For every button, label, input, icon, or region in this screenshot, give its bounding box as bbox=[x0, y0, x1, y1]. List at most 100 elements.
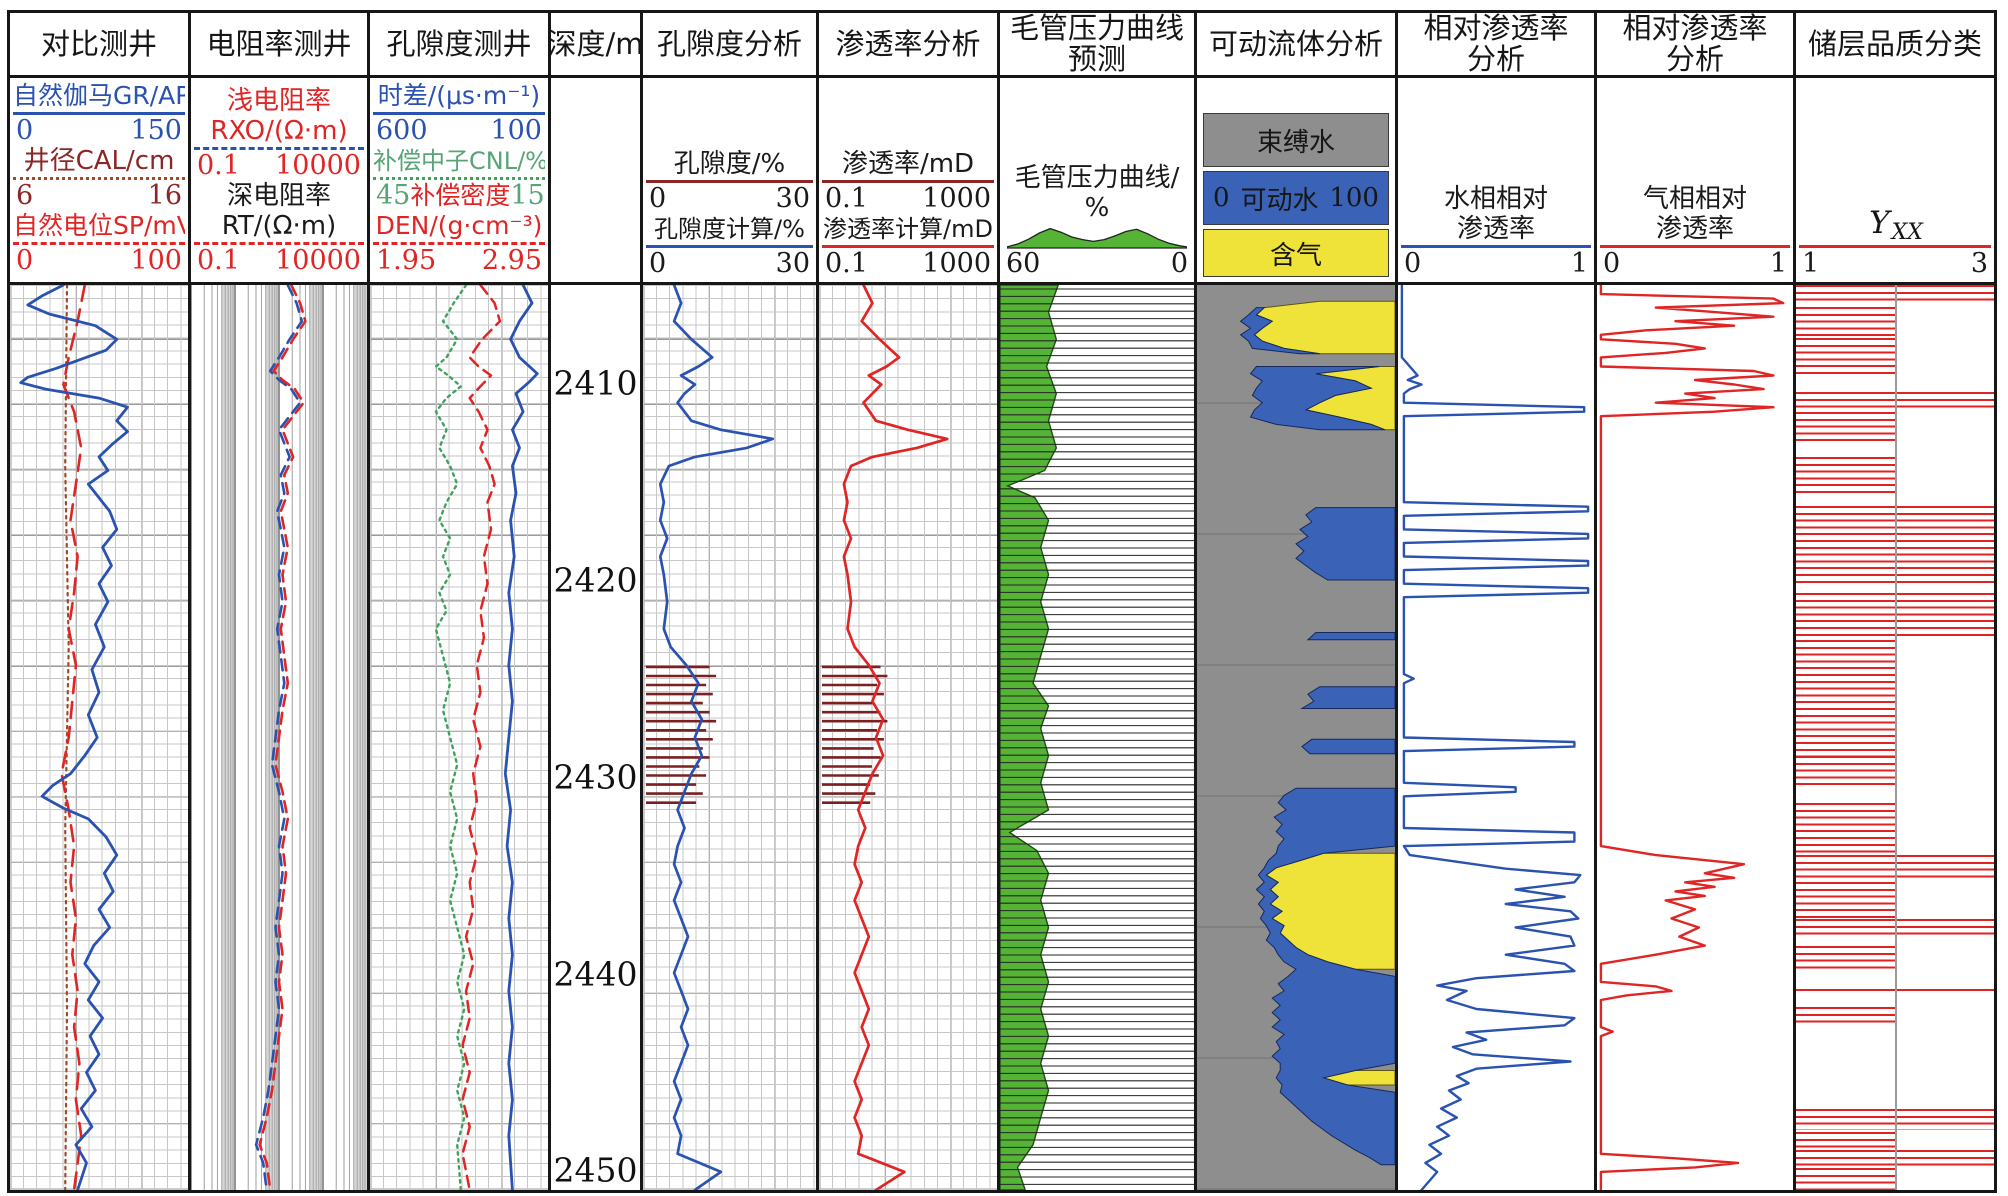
scale-rule bbox=[373, 177, 545, 180]
track-curves-svg bbox=[646, 285, 775, 1190]
title-line: 相对渗透率 bbox=[1622, 11, 1768, 45]
scale-rule bbox=[1600, 245, 1790, 248]
track-header-porosity-logs: 时差/(μs·m⁻¹) 600 100 补偿中子CNL/% 45 补偿密度 15 DEN/(g… bbox=[370, 78, 548, 282]
scale-numbers: 0 100 bbox=[13, 246, 185, 276]
title-line: 预测 bbox=[1067, 42, 1126, 76]
scale-max: 2.95 bbox=[481, 245, 542, 276]
scale-numbers: 0 30 bbox=[646, 184, 813, 214]
title-row: 对比测井 电阻率测井 孔隙度测井 深度/m 孔隙度分析 渗透率分析 毛管压力曲线 预测 可动流体… bbox=[10, 13, 1994, 75]
quality-band bbox=[1796, 945, 1895, 973]
quality-band bbox=[1796, 456, 1895, 495]
track-plot-resistivity bbox=[191, 285, 367, 1190]
y-main: Y bbox=[1869, 206, 1890, 241]
curve-label: 渗透率 bbox=[1456, 214, 1535, 244]
curve-label: 渗透率计算/mD bbox=[823, 215, 993, 243]
scale-rule bbox=[13, 242, 185, 245]
quality-band bbox=[1796, 755, 1895, 790]
track-title-depth: 深度/m bbox=[547, 13, 644, 75]
title-line: 孔隙度分析 bbox=[656, 26, 802, 61]
track-title-perm-analysis: 渗透率分析 bbox=[819, 13, 997, 75]
curve-label: 水相相对 bbox=[1443, 184, 1548, 214]
track-plot-movable-fluid bbox=[1197, 285, 1395, 1190]
track-curves-svg bbox=[1400, 285, 1590, 1190]
scale-max: 1 bbox=[1769, 248, 1787, 279]
track-title-water-relperm: 相对渗透率 分析 bbox=[1398, 13, 1594, 75]
depth-label: 2440 bbox=[553, 954, 638, 994]
scale-max: 3 bbox=[1970, 248, 1988, 279]
quality-band bbox=[1796, 802, 1895, 854]
scale-min: 1.95 bbox=[376, 245, 437, 276]
scale-max: 1 bbox=[1570, 248, 1588, 279]
curve-label: 井径CAL/cm bbox=[23, 146, 175, 176]
curve-label: 自然伽马GR/API bbox=[13, 81, 185, 110]
scale-numbers: 600 100 bbox=[373, 116, 545, 146]
track-header-water-relperm: 水相相对 渗透率 0 1 bbox=[1398, 78, 1594, 282]
track-header-perm-analysis: 渗透率/mD 0.1 1000 渗透率计算/mD 0.1 1000 bbox=[819, 78, 997, 282]
depth-label: 2430 bbox=[553, 757, 638, 797]
title-line: 电阻率测井 bbox=[206, 26, 352, 61]
legend-box: 含气 bbox=[1203, 229, 1389, 277]
quality-band bbox=[1796, 639, 1895, 756]
scale-max: 150 bbox=[130, 115, 182, 146]
scale-min: 0.1 bbox=[825, 248, 868, 279]
scale-min: 0 bbox=[1404, 248, 1422, 279]
plot-row: 2410 2420 2430 2440 2450 bbox=[10, 285, 1994, 1190]
scale-max: 100 bbox=[130, 245, 182, 276]
scale-min: 600 bbox=[376, 115, 428, 146]
title-line: 分析 bbox=[1665, 42, 1724, 76]
legend-box: 束缚水 bbox=[1203, 113, 1389, 167]
well-log-figure: 对比测井 电阻率测井 孔隙度测井 深度/m 孔隙度分析 渗透率分析 毛管压力曲线 预测 可动流体… bbox=[7, 10, 1997, 1193]
scale-numbers: 0.1 10000 bbox=[194, 151, 364, 181]
track-curves-svg bbox=[1599, 285, 1785, 1190]
curve-label: % bbox=[1084, 193, 1110, 223]
scale-min: 0.1 bbox=[825, 183, 868, 214]
quality-band bbox=[1796, 411, 1895, 444]
title-line: 可动流体分析 bbox=[1208, 26, 1383, 61]
track-curves-svg bbox=[1239, 300, 1395, 1166]
curve-label: 自然电位SP/mV bbox=[13, 211, 185, 240]
quality-band bbox=[1796, 1168, 1895, 1190]
header-spacer bbox=[1200, 81, 1392, 111]
header-row: 自然伽马GR/API 0 150 井径CAL/cm 6 16 自然电位SP/mV 0 100 浅电… bbox=[10, 78, 1994, 282]
scale-max: 16 bbox=[147, 180, 182, 211]
track-header-compare: 自然伽马GR/API 0 150 井径CAL/cm 6 16 自然电位SP/mV 0 100 bbox=[10, 78, 188, 282]
scale-rule bbox=[373, 112, 545, 115]
scale-rule bbox=[822, 245, 994, 248]
scale-numbers: 1.95 2.95 bbox=[373, 246, 545, 276]
mid-label: 补偿密度 bbox=[410, 181, 511, 210]
scale-max: 30 bbox=[775, 183, 810, 214]
curve-label: 渗透率/mD bbox=[841, 149, 975, 179]
track-title-movable-fluid: 可动流体分析 bbox=[1197, 13, 1395, 75]
scale-min: 0 bbox=[16, 115, 34, 146]
track-plot-depth: 2410 2420 2430 2440 2450 bbox=[551, 285, 640, 1190]
scale-numbers: 0.1 1000 bbox=[822, 249, 994, 279]
track-title-resistivity: 电阻率测井 bbox=[191, 13, 367, 75]
scale-min: 0 bbox=[1603, 248, 1621, 279]
track-curves-svg bbox=[822, 285, 949, 1190]
track-header-capillary: 毛管压力曲线/% 60 0 bbox=[1000, 78, 1194, 282]
legend-box: 0 可动水 100 bbox=[1203, 171, 1389, 225]
scale-rule bbox=[646, 180, 813, 183]
title-line: 储层品质分类 bbox=[1807, 26, 1982, 61]
scale-min: 1 bbox=[1802, 248, 1820, 279]
track-title-capillary: 毛管压力曲线 预测 bbox=[1000, 13, 1194, 75]
scale-min: 0.1 bbox=[197, 150, 240, 181]
track-header-movable-fluid: 束缚水 0 可动水 100 含气 bbox=[1197, 78, 1395, 282]
title-line: 深度/m bbox=[547, 26, 644, 61]
scale-max: 100 bbox=[490, 115, 542, 146]
scale-rule bbox=[373, 242, 545, 245]
curve-label: 孔隙度/% bbox=[673, 149, 786, 179]
title-line: 渗透率分析 bbox=[835, 26, 981, 61]
quality-center-line bbox=[1895, 285, 1897, 1190]
scale-min: 45 bbox=[376, 180, 411, 211]
scale-rule bbox=[194, 147, 364, 150]
pc-thumbnail-svg bbox=[1007, 227, 1187, 249]
scale-numbers: 45 补偿密度 15 bbox=[373, 181, 545, 211]
curve-label: 气相相对 bbox=[1642, 184, 1747, 214]
legend-label: 束缚水 bbox=[1256, 127, 1335, 158]
track-header-porosity-analysis: 孔隙度/% 0 30 孔隙度计算/% 0 30 bbox=[643, 78, 816, 282]
scale-numbers: 0.1 10000 bbox=[194, 246, 364, 276]
